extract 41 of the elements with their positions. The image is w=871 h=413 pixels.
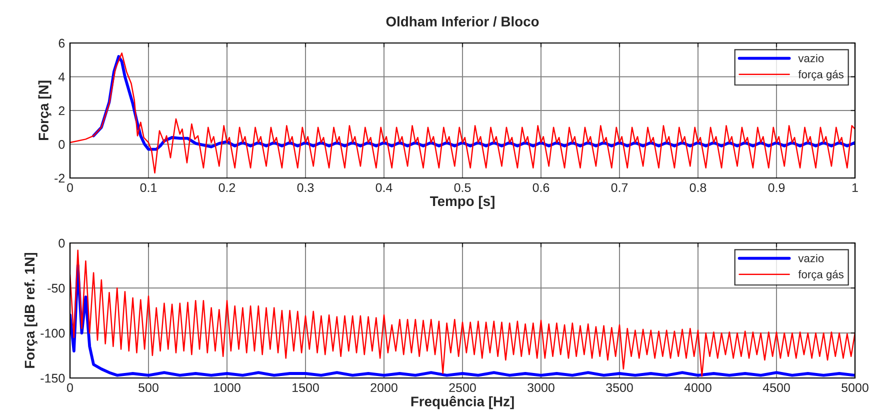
legend-label: força gás xyxy=(798,270,844,281)
y-tick-label: 2 xyxy=(58,106,65,116)
legend-label: vazio xyxy=(798,54,824,62)
y-tick-label: 6 xyxy=(58,38,65,48)
y-tick-label: -100 xyxy=(40,328,65,338)
x-tick-label: 2000 xyxy=(370,383,398,392)
x-tick-label: 1 xyxy=(852,183,858,192)
x-tick-label: 0 xyxy=(67,383,73,392)
y-tick-label: -50 xyxy=(48,284,65,293)
x-tick-label: 1000 xyxy=(214,383,240,392)
x-tick-label: 0.4 xyxy=(376,183,392,192)
x-tick-label: 2500 xyxy=(449,383,476,392)
x-tick-label: 4500 xyxy=(762,383,790,392)
x-axis-title: Tempo [s] xyxy=(430,196,494,209)
x-tick-label: 500 xyxy=(138,383,158,392)
x-tick-label: 0.6 xyxy=(532,183,550,192)
x-axis-title: Frequência [Hz] xyxy=(411,396,514,410)
x-tick-label: 0.5 xyxy=(454,183,471,192)
chart-title: Oldham Inferior / Bloco xyxy=(386,16,539,27)
y-tick-label: -2 xyxy=(54,174,65,183)
x-tick-label: 1500 xyxy=(292,383,319,392)
x-tick-label: 0.9 xyxy=(768,183,785,192)
y-tick-label: 0 xyxy=(58,238,65,248)
x-tick-label: 0.1 xyxy=(140,183,157,192)
x-tick-label: 0.7 xyxy=(611,183,628,192)
x-tick-label: 0 xyxy=(67,183,73,192)
legend-label: força gás xyxy=(798,70,844,81)
y-axis-title: Força [N] xyxy=(38,80,52,140)
y-axis-title: Força [dB ref. 1N] xyxy=(24,253,38,368)
x-tick-label: 4000 xyxy=(684,383,712,392)
y-tick-label: 4 xyxy=(58,72,65,82)
x-tick-label: 0.8 xyxy=(690,183,706,192)
x-tick-label: 5000 xyxy=(842,383,868,392)
x-tick-label: 0.3 xyxy=(297,183,314,192)
x-tick-label: 0.2 xyxy=(218,183,236,192)
x-tick-label: 3000 xyxy=(528,383,554,392)
y-tick-label: -150 xyxy=(40,374,65,383)
line-series xyxy=(70,52,855,174)
x-tick-label: 3500 xyxy=(606,383,633,392)
legend-label: vazio xyxy=(798,254,824,262)
y-tick-label: 0 xyxy=(58,140,65,149)
